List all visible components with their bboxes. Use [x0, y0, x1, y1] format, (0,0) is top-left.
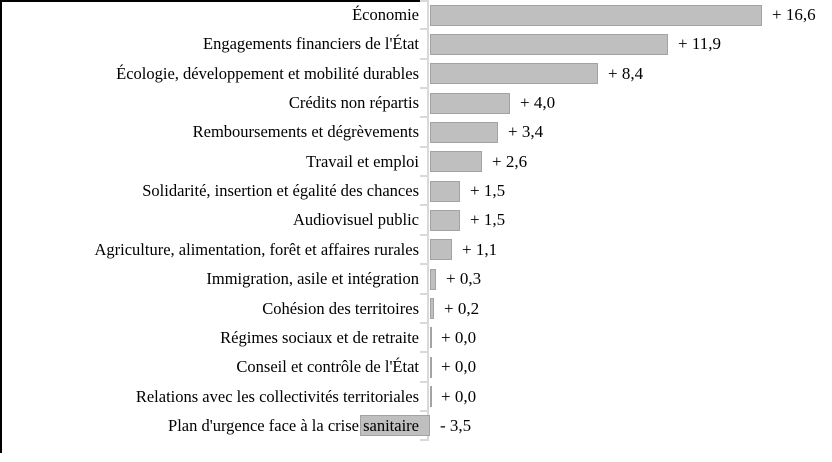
axis-tick [420, 292, 429, 295]
axis-tick [420, 409, 429, 412]
value-label: + 11,9 [678, 34, 721, 54]
axis-tick [420, 28, 429, 31]
value-label: + 1,5 [470, 210, 506, 230]
category-label: Solidarité, insertion et égalité des cha… [142, 181, 419, 201]
axis-tick [420, 175, 429, 178]
bar [430, 298, 434, 319]
category-label: Cohésion des territoires [262, 298, 419, 318]
bar [430, 63, 598, 85]
axis-tick [420, 380, 429, 383]
bar [430, 356, 432, 378]
value-label: - 3,5 [440, 415, 472, 435]
axis-tick [420, 351, 429, 354]
value-label: + 2,6 [492, 151, 528, 171]
axis-tick [420, 0, 429, 2]
value-label: + 0,3 [446, 269, 482, 289]
axis-tick [420, 321, 429, 324]
bar [430, 92, 510, 114]
bar [430, 151, 482, 173]
category-label: Remboursements et dégrèvements [192, 122, 419, 142]
value-label: + 0,0 [441, 357, 477, 377]
axis-tick [420, 116, 429, 119]
bar [430, 327, 432, 349]
category-label: Économie [352, 5, 419, 24]
axis-tick [420, 439, 429, 442]
bar [430, 33, 668, 55]
frame-border-left [0, 0, 2, 453]
bar [430, 121, 498, 143]
category-label: Conseil et contrôle de l'État [236, 357, 419, 377]
bar [430, 268, 436, 290]
category-label: Crédits non répartis [288, 93, 419, 113]
value-label: + 4,0 [520, 93, 556, 113]
category-label: Engagements financiers de l'État [202, 34, 419, 54]
category-label: Relations avec les collectivités territo… [135, 386, 419, 406]
value-label: + 3,4 [508, 122, 544, 142]
bar [430, 386, 432, 408]
frame-border-top [0, 0, 429, 2]
bar [360, 415, 430, 437]
category-label: Audiovisuel public [292, 210, 419, 230]
category-label: Plan d'urgence face à la crise sanitaire [168, 415, 419, 435]
value-label: + 8,4 [608, 63, 644, 83]
category-label: Agriculture, alimentation, forêt et affa… [94, 239, 419, 259]
axis-tick [420, 233, 429, 236]
bar [430, 209, 460, 231]
category-label: Écologie, développement et mobilité dura… [116, 63, 419, 83]
axis-tick [420, 57, 429, 60]
category-label: Immigration, asile et intégration [206, 269, 419, 289]
axis-tick [420, 204, 429, 207]
value-label: + 0,0 [441, 327, 477, 347]
category-label: Travail et emploi [305, 151, 419, 171]
bar [430, 239, 452, 261]
axis-tick [420, 87, 429, 90]
axis-tick [420, 145, 429, 148]
value-label: + 1,5 [470, 181, 506, 201]
category-axis-line [427, 0, 429, 441]
bar [430, 4, 762, 26]
bar [430, 180, 460, 202]
category-label: Régimes sociaux et de retraite [220, 327, 419, 347]
value-label: + 0,2 [444, 298, 480, 318]
value-label: + 0,0 [441, 386, 477, 406]
value-label: + 1,1 [462, 239, 498, 259]
axis-tick [420, 263, 429, 266]
value-label: + 16,6 [772, 5, 816, 24]
